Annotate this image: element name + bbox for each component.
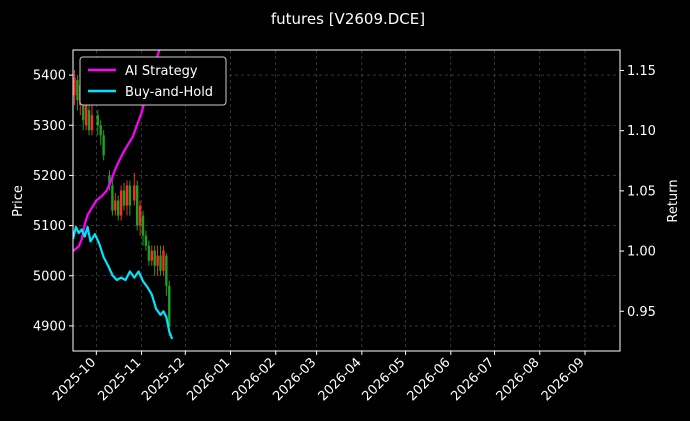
y-tick-label-right: 1.10 (627, 124, 656, 139)
y-tick-label-right: 0.95 (627, 305, 656, 320)
y-tick-label-left: 5000 (33, 269, 66, 284)
legend-box (79, 56, 227, 106)
y-tick-label-right: 1.05 (627, 184, 656, 199)
y-tick-label-left: 5300 (33, 119, 66, 134)
legend-label-buy-and-hold: Buy-and-Hold (125, 85, 213, 100)
candle-body (108, 175, 111, 186)
y-tick-label-left: 4900 (33, 319, 66, 334)
series-line-ai-strategy (73, 50, 161, 252)
candle-body (138, 205, 142, 226)
candle-body (162, 250, 165, 271)
y-tick-label-left: 5400 (33, 69, 66, 84)
candle-body (76, 80, 79, 101)
candle-body (168, 285, 171, 326)
plot-frame (72, 49, 621, 352)
legend-label-ai-strategy: AI Strategy (125, 64, 198, 79)
candle-body (133, 185, 136, 201)
candle-body (87, 110, 91, 131)
candle-body (102, 135, 105, 156)
legend: AI Strategy Buy-and-Hold (79, 56, 227, 106)
candle-body (90, 115, 94, 131)
y-axis-left: 4900 5000 5100 5200 5300 5400 (33, 69, 73, 334)
candle-body (165, 255, 168, 286)
candle-body (159, 255, 162, 271)
y-tick-label-right: 1.00 (627, 245, 656, 260)
y-tick-label-left: 5200 (33, 169, 66, 184)
y-tick-label-left: 5100 (33, 219, 66, 234)
candle-body (156, 255, 159, 266)
candle-body (147, 245, 151, 261)
y-axis-right: 0.95 1.00 1.05 1.10 1.15 (620, 64, 656, 320)
candle-body (128, 185, 132, 206)
candle-body (141, 215, 145, 236)
candle-body (125, 185, 129, 206)
candle-body (84, 105, 88, 126)
series-line-buy-and-hold (73, 225, 174, 340)
candle-body (111, 185, 114, 211)
candle-body (114, 200, 117, 211)
candle-body (153, 250, 156, 266)
candle-body (99, 125, 102, 136)
candle-body (122, 190, 126, 206)
candle-body (150, 250, 153, 261)
candle-body (135, 185, 139, 226)
candle-body (144, 235, 148, 246)
y-axis-label-right: Return (666, 179, 681, 222)
candle-body (117, 200, 120, 216)
candle-body (119, 190, 123, 216)
series-lines (73, 50, 174, 340)
y-tick-label-right: 1.15 (627, 64, 656, 79)
candle-body (96, 115, 99, 126)
candle-body (73, 77, 76, 96)
y-axis-label-left: Price (11, 185, 26, 217)
chart-title: futures [V2609.DCE] (271, 10, 425, 28)
